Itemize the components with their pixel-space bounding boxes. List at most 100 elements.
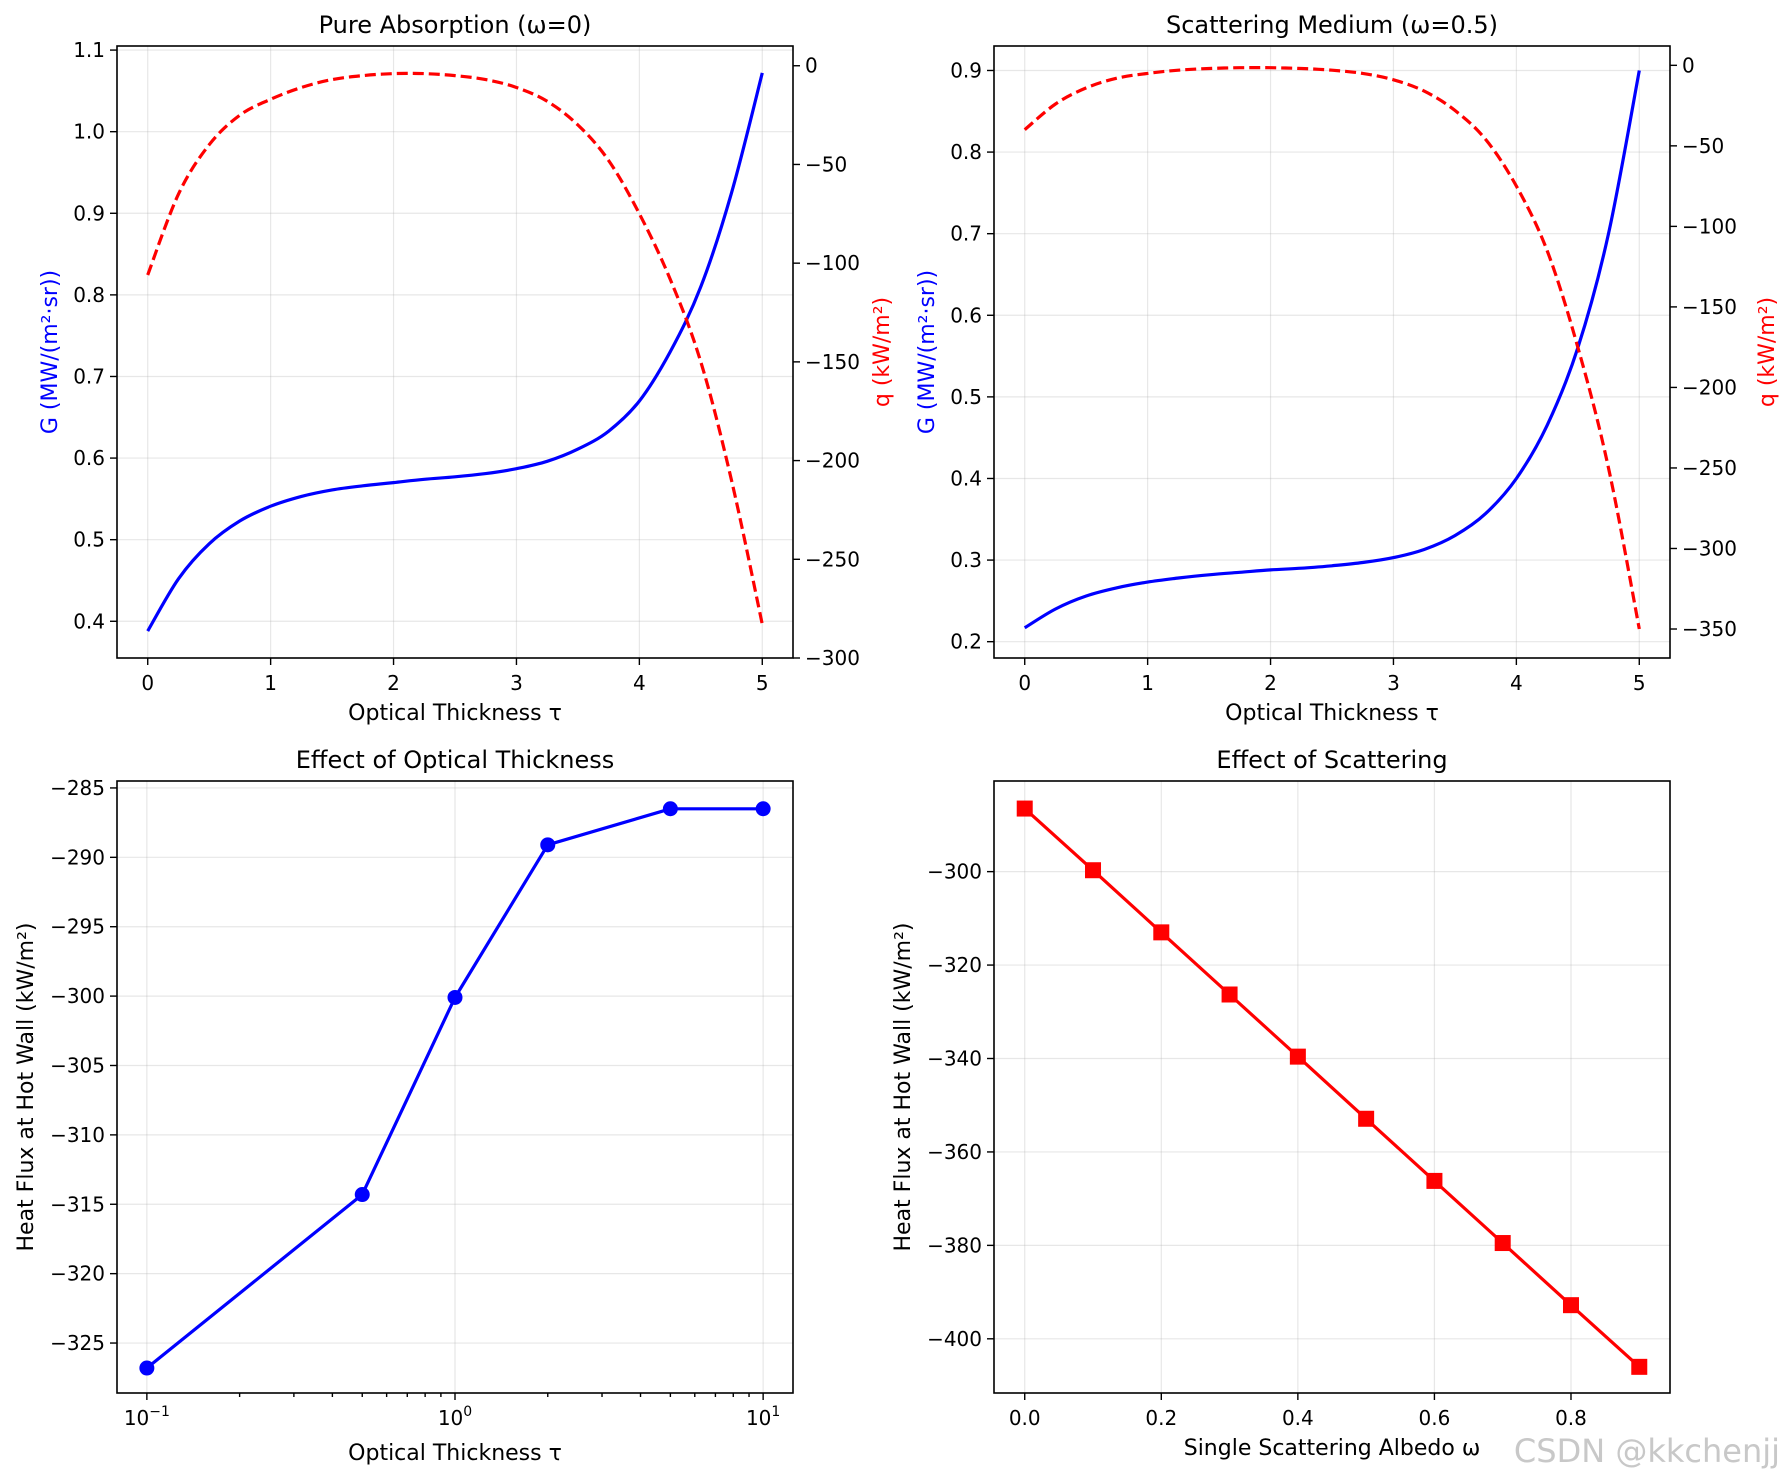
- x-tick-label: 0: [141, 671, 154, 695]
- y-tick-label: −340: [927, 1047, 982, 1071]
- y-tick-label: −320: [50, 1262, 105, 1286]
- y2-tick-label: −250: [1682, 456, 1737, 480]
- y-tick-label: 0.7: [950, 222, 982, 246]
- x-axis-label: Single Scattering Albedo ω: [1184, 1436, 1481, 1461]
- y-axis-label: G (MW/(m²·sr)): [38, 270, 63, 434]
- plot-frame: [993, 780, 1671, 1394]
- x-tick-exponent: −1: [149, 1404, 170, 1420]
- data-point: [755, 801, 771, 817]
- x-tick-label: 0.2: [1145, 1406, 1177, 1430]
- watermark: CSDN @kkchenjj: [1514, 1432, 1780, 1470]
- chart-effect-optical-thickness: 10−1 100 101−285−290−295−300−305−310−315−3…: [14, 746, 794, 1466]
- data-point: [1085, 862, 1102, 879]
- data-point: [1016, 800, 1033, 817]
- plot-frame: [116, 45, 794, 659]
- y-tick-label: 0.8: [73, 283, 105, 307]
- data-point: [139, 1360, 155, 1376]
- y-tick-label: −310: [50, 1123, 105, 1147]
- y-tick-label: −315: [50, 1192, 105, 1216]
- y-tick-label: 0.7: [73, 364, 105, 388]
- x-tick-label: 100: [438, 1404, 472, 1430]
- y-tick-label: 0.6: [73, 446, 105, 470]
- data-point: [1221, 986, 1238, 1003]
- y2-tick-label: −100: [1682, 214, 1737, 238]
- y2-tick-label: −300: [805, 646, 860, 670]
- data-point: [1562, 1297, 1579, 1314]
- data-point: [1289, 1048, 1306, 1065]
- series-line-q: [146, 71, 764, 625]
- chart-title: Effect of Optical Thickness: [296, 746, 614, 774]
- chart-title: Pure Absorption (ω=0): [319, 11, 592, 39]
- y-tick-label: 0.5: [950, 385, 982, 409]
- y2-tick-label: −100: [805, 251, 860, 275]
- x-tick-label: 2: [1264, 671, 1277, 695]
- y-tick-label: 0.8: [950, 140, 982, 164]
- x-tick-label: 0: [1018, 671, 1031, 695]
- x-tick-label: 3: [510, 671, 523, 695]
- chart-pure-absorption: 0 1 2 3 4 5 0.4 0.5 0.6 0.7 0.8 0.9 1.0 1.1 0 −50 −100 −1…: [38, 11, 895, 726]
- y-tick-label: −305: [50, 1053, 105, 1077]
- series-line-heat-flux: [145, 807, 764, 1370]
- y-tick-label: −360: [927, 1140, 982, 1164]
- x-tick-label: 1: [264, 671, 277, 695]
- y2-tick-label: −350: [1682, 617, 1737, 641]
- series-line-q: [1023, 66, 1641, 630]
- x-tick-label: 4: [1510, 671, 1523, 695]
- y2-tick-label: −200: [805, 449, 860, 473]
- x-tick-label: 0.6: [1419, 1406, 1451, 1430]
- y-tick-label: 0.4: [950, 466, 982, 490]
- y-axis-label: Heat Flux at Hot Wall (kW/m²): [891, 923, 916, 1252]
- x-tick-label: 0.4: [1282, 1406, 1314, 1430]
- chart-title: Effect of Scattering: [1216, 746, 1447, 774]
- y2-tick-label: −50: [805, 152, 847, 176]
- data-point: [447, 989, 463, 1005]
- x-tick-exponent: 0: [463, 1404, 472, 1420]
- series-line-heat-flux: [1023, 807, 1641, 1368]
- data-point: [540, 837, 556, 853]
- y-tick-label: −285: [50, 776, 105, 800]
- x-tick-label: 4: [633, 671, 646, 695]
- y-tick-label: 0.5: [73, 528, 105, 552]
- y2-tick-label: 0: [1682, 53, 1695, 77]
- y2-tick-label: −250: [805, 547, 860, 571]
- x-tick-label: 1: [1141, 671, 1154, 695]
- x-tick-label: 0.8: [1555, 1406, 1587, 1430]
- series-line-G: [1023, 70, 1641, 630]
- chart-title: Scattering Medium (ω=0.5): [1166, 11, 1498, 39]
- x-tick-exponent: 1: [771, 1404, 780, 1420]
- x-axis-label: Optical Thickness τ: [348, 701, 562, 726]
- data-point: [1358, 1110, 1375, 1127]
- y-tick-label: −400: [927, 1327, 982, 1351]
- y-tick-label: −295: [50, 915, 105, 939]
- y-tick-label: 0.2: [950, 630, 982, 654]
- x-tick-label: 5: [1633, 671, 1646, 695]
- y-tick-label: 0.3: [950, 548, 982, 572]
- chart-effect-scattering: 0.0 0.2 0.4 0.6 0.8−300−320−340−360−380−400 …: [891, 746, 1671, 1461]
- y-tick-label: 0.4: [73, 609, 105, 633]
- y-axis-label: G (MW/(m²·sr)): [915, 270, 940, 434]
- y-tick-label: 1.0: [73, 120, 105, 144]
- y-tick-label: −300: [927, 860, 982, 884]
- y-tick-label: −325: [50, 1331, 105, 1355]
- y-tick-label: 0.6: [950, 303, 982, 327]
- y-tick-label: −320: [927, 953, 982, 977]
- x-tick-label: 0.0: [1009, 1406, 1041, 1430]
- y2-tick-label: −150: [805, 350, 860, 374]
- data-point: [1631, 1358, 1648, 1375]
- y2-tick-label: −150: [1682, 295, 1737, 319]
- data-point: [354, 1187, 370, 1203]
- y-tick-label: −380: [927, 1233, 982, 1257]
- data-point: [1153, 924, 1170, 941]
- y2-tick-label: −300: [1682, 536, 1737, 560]
- y-tick-label: 0.9: [73, 201, 105, 225]
- y-tick-label: 0.9: [950, 58, 982, 82]
- x-axis-label: Optical Thickness τ: [348, 1441, 562, 1466]
- x-tick-label: 3: [1387, 671, 1400, 695]
- y-tick-label: −290: [50, 845, 105, 869]
- y2-tick-label: −50: [1682, 134, 1724, 158]
- y-axis-label: Heat Flux at Hot Wall (kW/m²): [14, 923, 39, 1252]
- data-point: [1426, 1172, 1443, 1189]
- x-tick-label: 10−1: [124, 1404, 170, 1430]
- x-tick-label: 5: [756, 671, 769, 695]
